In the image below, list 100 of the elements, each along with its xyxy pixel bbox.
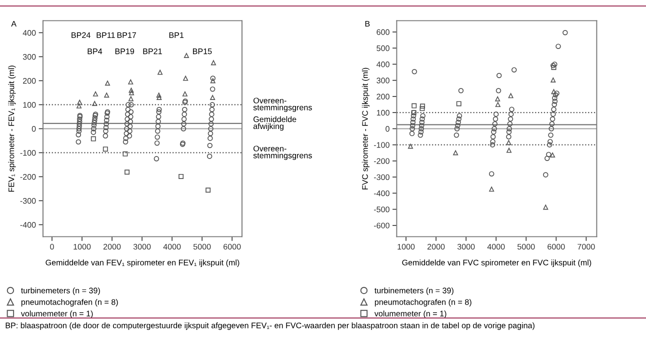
x-tick-label: 3000 — [133, 244, 151, 250]
point — [550, 78, 556, 83]
y-tick-label: -400 — [374, 190, 390, 196]
legend-label: turbinemeters (n = 39) — [374, 287, 454, 295]
point — [210, 94, 216, 100]
point — [128, 79, 134, 84]
annotation: BP15 — [193, 48, 212, 54]
x-tick-label: 6000 — [224, 244, 241, 250]
x-tick-label: 1000 — [398, 244, 415, 250]
y-tick-label: -100 — [20, 150, 36, 156]
y-tick-label: 200 — [376, 94, 390, 100]
point — [551, 89, 556, 94]
point — [104, 92, 110, 98]
y-axis-title: FVC spirometer - FVC ijkspuit (ml) — [362, 68, 370, 190]
legend-label: pneumotachografen (n = 8) — [21, 298, 118, 306]
point — [456, 101, 462, 106]
x-tick-label: 4000 — [487, 244, 505, 250]
legend-label: volumemeter (n = 1) — [374, 310, 446, 318]
point — [411, 110, 416, 116]
point — [543, 204, 548, 210]
point — [453, 150, 458, 156]
x-tick-label: 5000 — [193, 244, 211, 250]
point — [551, 64, 556, 70]
y-tick-label: 300 — [22, 54, 36, 60]
y-tick-label: 200 — [23, 78, 36, 84]
chart-title: B — [365, 20, 370, 27]
legend-label: turbinemeters (n = 39) — [21, 287, 100, 295]
y-tick-label: -400 — [20, 222, 36, 228]
point — [122, 151, 128, 156]
point — [184, 52, 189, 58]
point — [508, 93, 514, 98]
y-tick-label: -300 — [374, 174, 390, 180]
point — [206, 188, 211, 193]
y-tick-label: 400 — [22, 30, 36, 36]
annotation: BP4 — [88, 48, 102, 54]
y-tick-label: -200 — [374, 158, 390, 164]
x-tick-label: 2000 — [427, 244, 445, 250]
legend-label: volumemeter (n = 1) — [20, 310, 93, 318]
point — [420, 104, 426, 109]
point — [506, 148, 512, 153]
annotation: BP21 — [143, 48, 162, 54]
point — [210, 60, 216, 66]
point — [489, 186, 494, 192]
annotation: BP24 — [72, 32, 90, 38]
point — [105, 80, 110, 86]
x-tick-label: 7000 — [578, 244, 595, 250]
point — [76, 103, 82, 108]
point — [506, 140, 512, 146]
x-axis-title: Gemiddelde van FVC spirometer en FVC ijkspuit (ml) — [402, 259, 592, 267]
ref-line-label: Gemiddelde afwijking — [253, 116, 296, 131]
y-tick-label: 100 — [376, 110, 390, 116]
y-tick-label: -600 — [374, 222, 390, 228]
point — [156, 94, 162, 100]
x-tick-label: 1000 — [74, 244, 91, 250]
point — [128, 96, 134, 102]
point — [408, 144, 414, 149]
x-tick-label: 2000 — [103, 244, 121, 250]
text: BP: blaaspatroon (de door de computergestuurde ijkspuit afgegeven FEV₁- en FVC-waarden per blaaspatroon staan in de tabel op de vorige pagina) — [6, 322, 534, 330]
point — [129, 90, 134, 96]
annotation: BP11 — [96, 32, 115, 38]
point — [412, 103, 417, 108]
point — [92, 100, 98, 106]
legend-label: pneumotachografen (n = 8) — [374, 298, 472, 306]
y-tick-label: 100 — [23, 102, 36, 108]
point — [495, 96, 500, 102]
y-tick-label: -300 — [20, 198, 36, 204]
y-tick-label: 600 — [376, 29, 390, 35]
annotation: BP1 — [169, 32, 184, 38]
y-tick-label: -200 — [20, 174, 36, 180]
ref-line-label: Overeen- stemmingsgrens — [253, 98, 312, 112]
point — [550, 152, 556, 158]
point — [178, 174, 184, 179]
point — [124, 170, 130, 175]
point — [495, 102, 500, 108]
y-tick-label: -500 — [374, 206, 390, 212]
y-axis-title: FEV₁ spirometer - FEV₁ ijkspuit (ml) — [8, 66, 16, 192]
y-tick-label: -100 — [374, 142, 390, 148]
point — [156, 92, 162, 98]
y-tick-label: 0 — [386, 126, 390, 132]
annotation: BP19 — [115, 48, 134, 54]
x-tick-label: 3000 — [457, 244, 475, 250]
point — [420, 106, 425, 112]
chart-title: A — [11, 20, 17, 27]
x-tick-label: 5000 — [517, 244, 535, 250]
point — [183, 76, 188, 81]
y-tick-label: 400 — [376, 62, 390, 68]
point — [90, 136, 96, 142]
point — [210, 78, 216, 84]
point — [93, 91, 98, 96]
point — [158, 70, 163, 75]
point — [182, 91, 188, 96]
y-tick-label: 0 — [32, 126, 36, 132]
ref-line-label: Overeen- stemmingsgrens — [253, 146, 312, 160]
x-tick-label: 0 — [50, 244, 54, 250]
y-tick-label: 500 — [376, 45, 390, 52]
x-axis-title: Gemiddelde van FEV₁ spirometer en FEV₁ ijkspuit (ml) — [46, 259, 240, 267]
point — [102, 146, 108, 152]
x-tick-label: 6000 — [548, 244, 565, 250]
x-tick-label: 4000 — [163, 244, 181, 250]
annotation: BP17 — [117, 32, 136, 38]
